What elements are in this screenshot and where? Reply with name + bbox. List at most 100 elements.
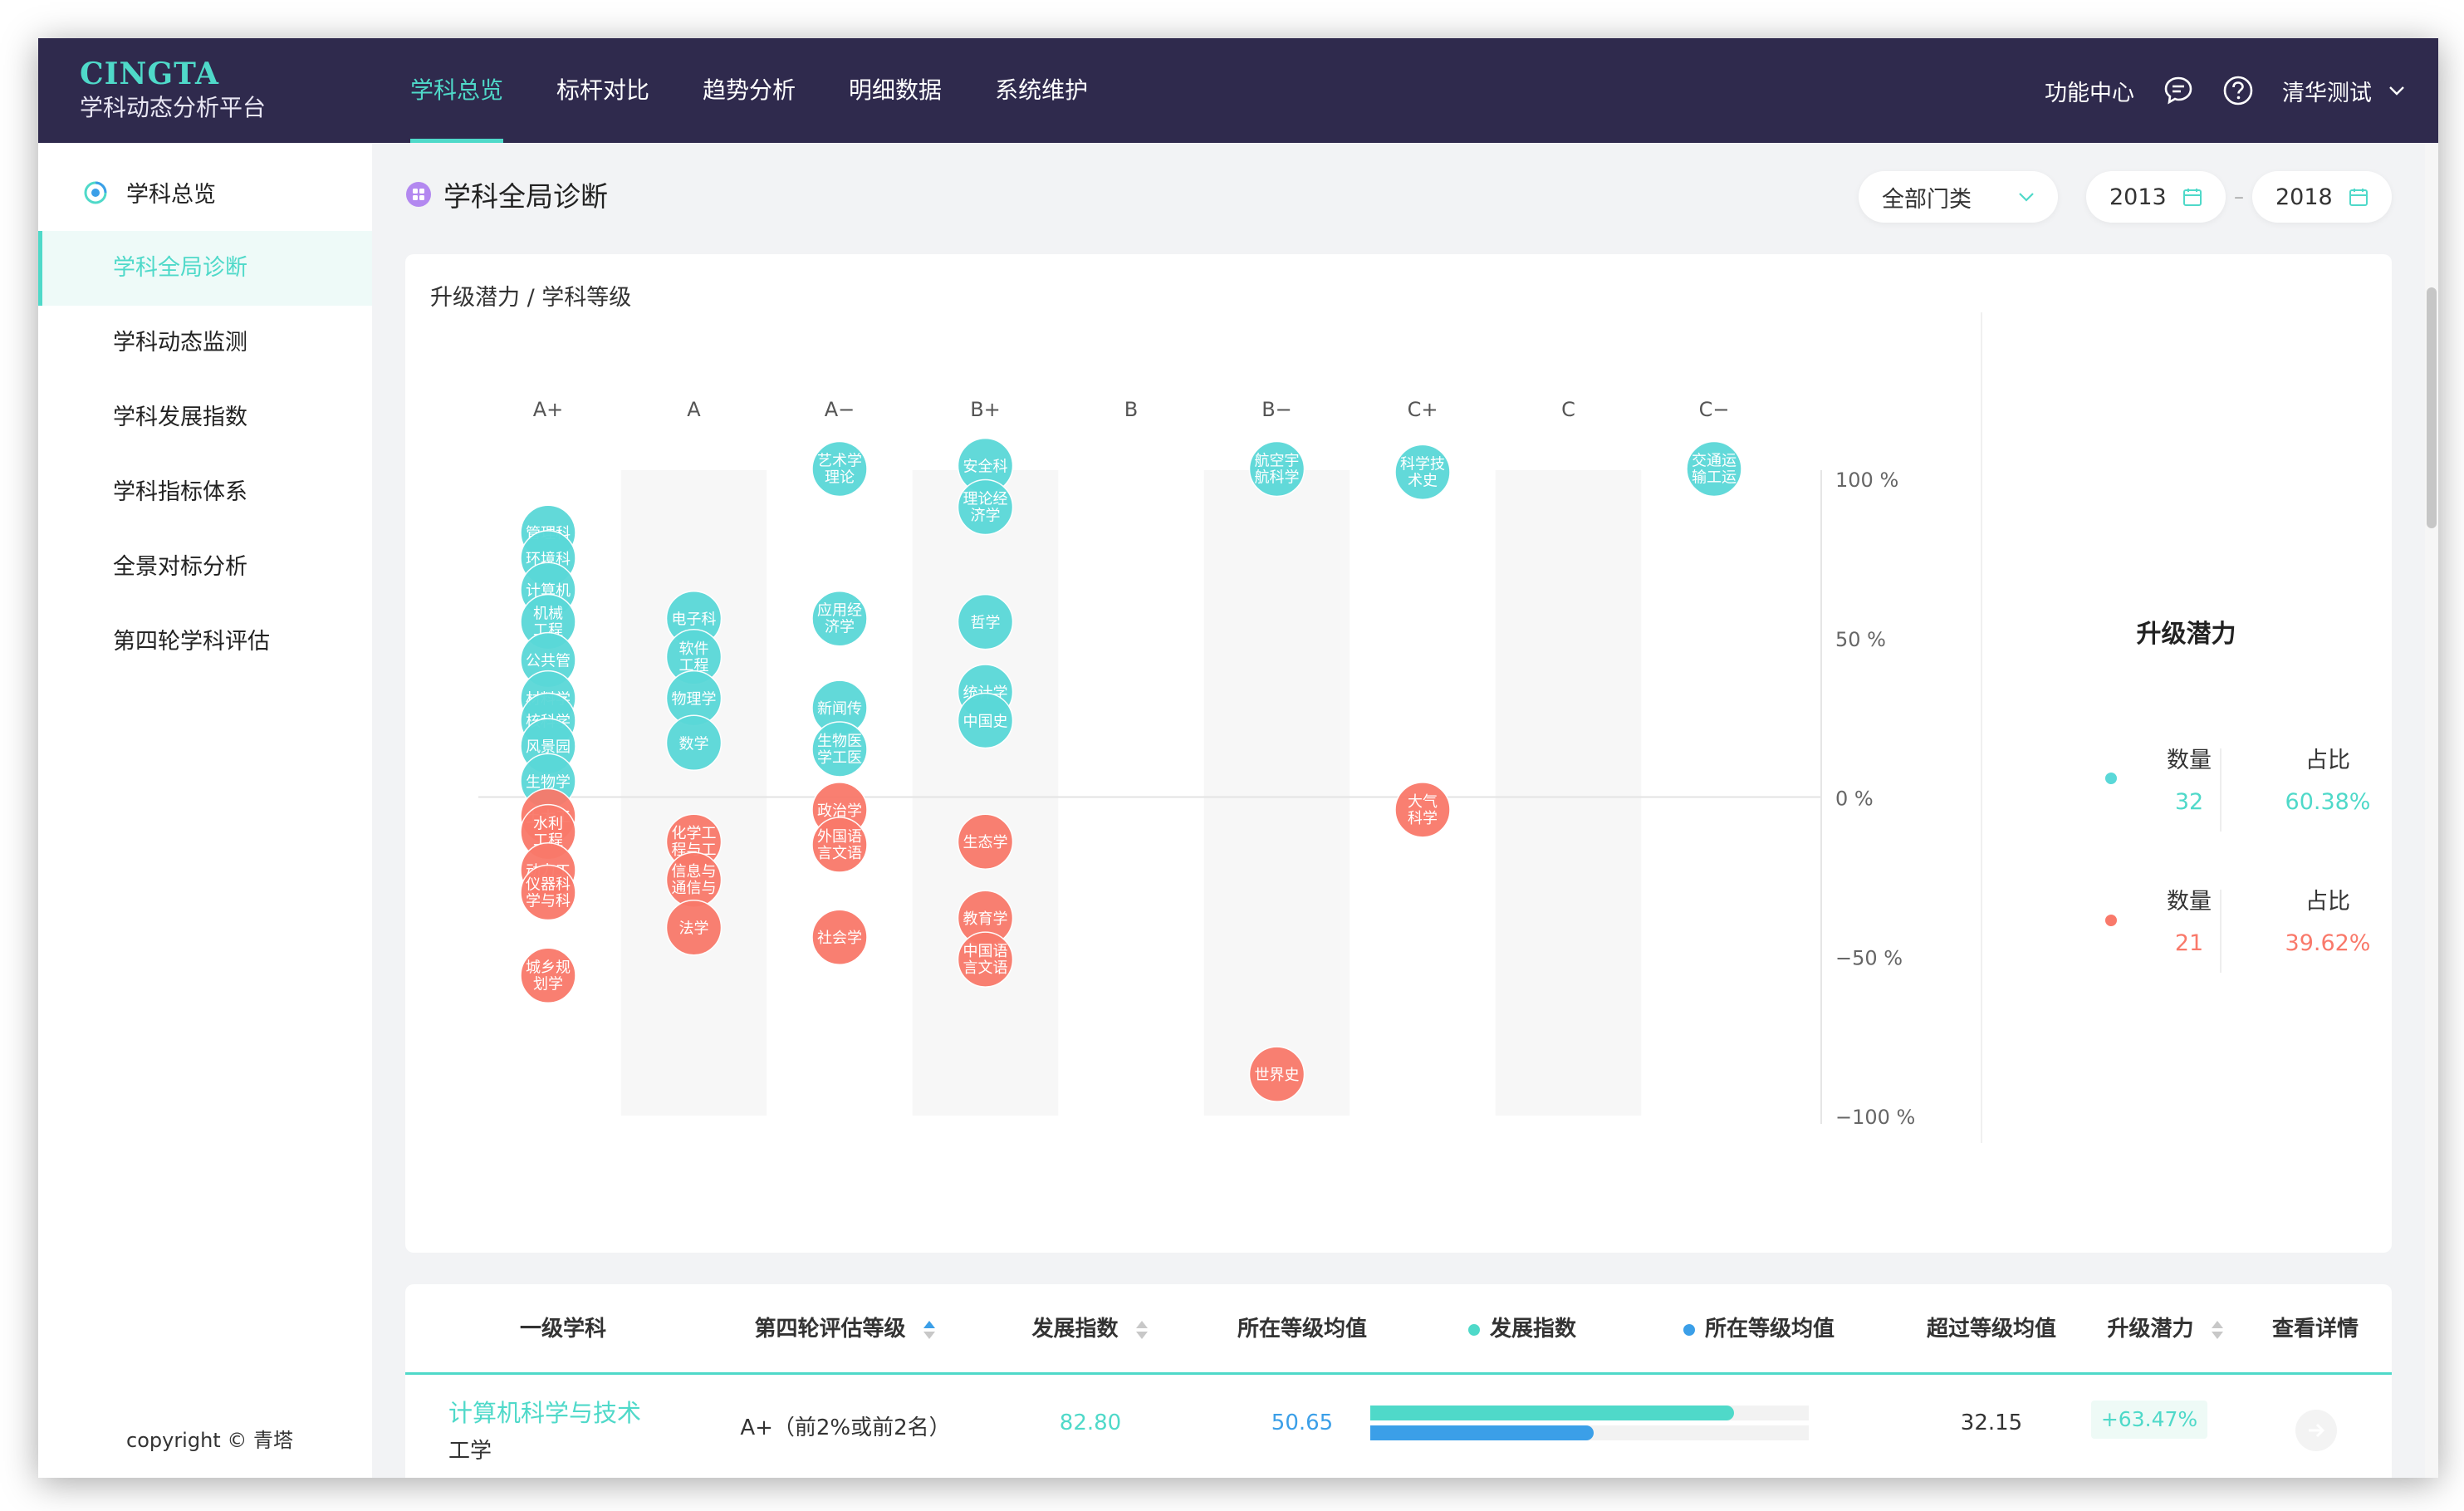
point-label: 应用经济学 <box>817 602 862 636</box>
th-grade[interactable]: 第四轮评估等级 <box>704 1284 987 1374</box>
sort-icon[interactable] <box>2210 1319 2225 1341</box>
scatter-point <box>811 817 868 873</box>
point-label: 电子科 <box>672 611 717 629</box>
th-potential[interactable]: 升级潜力 <box>2066 1284 2266 1374</box>
x-tick-label: A+ <box>533 398 564 421</box>
scatter-point <box>665 899 723 956</box>
legend-dot-index <box>1467 1323 1480 1336</box>
point-label: 交通运输工运 <box>1692 452 1737 486</box>
th-legend-index-label: 发展指数 <box>1489 1317 1576 1342</box>
point-label: 环境科 <box>526 551 571 568</box>
point-label: 风景园 <box>526 738 571 756</box>
point-label: 生物医学工医 <box>817 733 862 767</box>
top-header: CINGTA 学科动态分析平台 学科总览 标杆对比 趋势分析 明细数据 系统维护… <box>38 38 2438 143</box>
y-tick-label: 50 % <box>1835 628 1886 651</box>
x-tick-label: A <box>687 398 701 421</box>
row-discipline-name[interactable]: 计算机科学与技术 <box>448 1399 642 1427</box>
x-tick-label: C− <box>1699 398 1730 421</box>
positive-legend-dot <box>2105 773 2117 784</box>
copyright: copyright © 青塔 <box>126 1429 293 1452</box>
sidebar-item-fourth-round[interactable]: 第四轮学科评估 <box>113 629 270 655</box>
column-band <box>620 470 767 1116</box>
positive-ratio: 占比 60.38% <box>2261 744 2394 819</box>
nav-item-overview[interactable]: 学科总览 <box>410 38 504 143</box>
point-label: 数学 <box>679 735 709 753</box>
user-menu[interactable]: 清华测试 <box>2282 75 2405 107</box>
point-label: 生物学 <box>526 773 571 791</box>
chart-title: 升级潜力 / 学科等级 <box>430 285 632 311</box>
y-tick-label: 100 % <box>1835 469 1898 492</box>
th-index[interactable]: 发展指数 <box>987 1284 1194 1374</box>
main-nav: 学科总览 标杆对比 趋势分析 明细数据 系统维护 <box>410 38 1141 143</box>
point-label: 科学技术史 <box>1400 455 1445 489</box>
scatter-point <box>1248 440 1305 498</box>
sidebar-item-development-index[interactable]: 学科发展指数 <box>113 405 247 430</box>
row-grade: A+（前2%或前2名） <box>740 1415 951 1440</box>
category-value: 全部门类 <box>1882 186 1972 213</box>
point-label: 生态学 <box>963 834 1008 851</box>
th-grade-avg: 所在等级均值 <box>1237 1317 1367 1342</box>
point-label: 政治学 <box>817 802 862 820</box>
negative-legend-dot <box>2105 915 2117 926</box>
sidebar-head[interactable]: 学科总览 <box>83 176 216 208</box>
point-label: 哲学 <box>971 615 1001 632</box>
calendar-icon <box>2349 189 2368 206</box>
help-icon[interactable] <box>2222 75 2254 106</box>
potential-scatter-chart: 100 %50 %0 %−50 %−100 %A+AA−B+BB−C+CC−管理… <box>478 398 1915 1129</box>
nav-item-system[interactable]: 系统维护 <box>995 76 1089 104</box>
scatter-point <box>811 721 868 778</box>
scrollbar-thumb[interactable] <box>2427 287 2437 528</box>
sort-icon[interactable] <box>1134 1319 1149 1341</box>
stat-separator <box>2220 748 2222 832</box>
th-discipline: 一级学科 <box>519 1317 606 1342</box>
discipline-table: 一级学科 第四轮评估等级 发展指数 所在等级均值 发展指数 所在等级均值 超过等… <box>405 1284 2392 1478</box>
nav-item-trend[interactable]: 趋势分析 <box>703 76 796 104</box>
brand-logo: CINGTA <box>80 56 219 91</box>
scrollbar[interactable] <box>2425 143 2438 1478</box>
message-icon[interactable] <box>2163 75 2194 106</box>
nav-item-detail[interactable]: 明细数据 <box>849 76 943 104</box>
header-underline <box>405 1372 2392 1375</box>
point-label: 中国语言文语 <box>963 943 1008 977</box>
th-legend-avg-label: 所在等级均值 <box>1704 1317 1835 1342</box>
scatter-point <box>1394 444 1451 501</box>
category-select[interactable]: 全部门类 <box>1859 171 2058 223</box>
arrow-right-icon[interactable] <box>2295 1409 2338 1452</box>
header-actions: 功能中心 清华测试 <box>2045 38 2405 143</box>
th-detail: 查看详情 <box>2271 1317 2359 1342</box>
row-potential-badge: +63.47% <box>2091 1401 2207 1439</box>
point-label: 理论经济学 <box>963 491 1008 525</box>
sidebar-item-global-diagnosis[interactable]: 学科全局诊断 <box>38 231 372 306</box>
year-end-picker[interactable]: 2018 <box>2252 171 2392 223</box>
x-tick-label: A− <box>825 398 855 421</box>
sidebar-item-benchmark-analysis[interactable]: 全景对标分析 <box>113 554 247 580</box>
sort-icon[interactable] <box>922 1319 937 1341</box>
sidebar-item-indicator-system[interactable]: 学科指标体系 <box>113 479 247 505</box>
year-start-picker[interactable]: 2013 <box>2086 171 2226 223</box>
scatter-point <box>811 440 868 498</box>
function-center-link[interactable]: 功能中心 <box>2045 80 2134 106</box>
year-start-value: 2013 <box>2109 184 2167 210</box>
page-title-text: 学科全局诊断 <box>443 180 608 213</box>
calendar-icon <box>2183 189 2202 206</box>
avg-bar <box>1370 1425 1594 1440</box>
negative-ratio-value: 39.62% <box>2285 930 2371 956</box>
negative-count-value: 21 <box>2174 930 2204 956</box>
brand-subtitle: 学科动态分析平台 <box>80 94 267 121</box>
th-legend-index: 发展指数 <box>1410 1284 1634 1374</box>
brand[interactable]: CINGTA 学科动态分析平台 <box>80 56 266 125</box>
row-index: 82.80 <box>1059 1410 1122 1435</box>
negative-ratio-label: 占比 <box>2305 889 2350 915</box>
chevron-down-icon <box>2019 193 2034 202</box>
column-band <box>1203 470 1350 1116</box>
row-exceed: 32.15 <box>1960 1410 2023 1435</box>
nav-item-benchmark[interactable]: 标杆对比 <box>556 76 650 104</box>
stat-separator <box>2220 890 2222 973</box>
point-label: 法学 <box>679 920 709 938</box>
scatter-point <box>520 864 576 921</box>
x-tick-label: C <box>1561 398 1575 421</box>
sidebar-item-dynamic-monitor[interactable]: 学科动态监测 <box>113 330 247 356</box>
x-tick-label: C+ <box>1408 398 1438 421</box>
positive-count: 数量 32 <box>2123 744 2256 819</box>
x-tick-label: B <box>1124 398 1138 421</box>
